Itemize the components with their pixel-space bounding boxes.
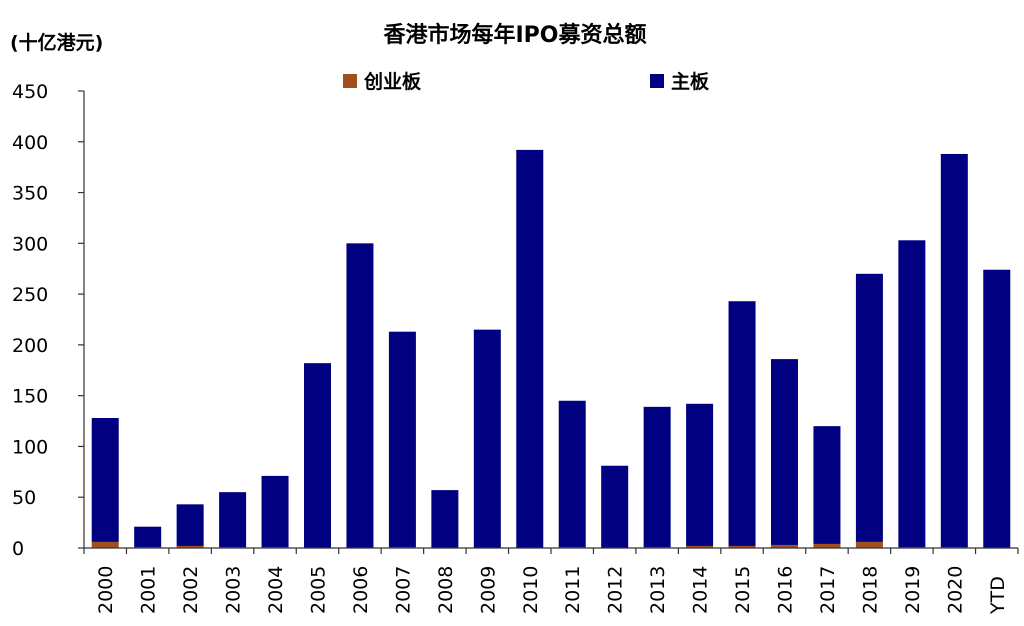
bar-main-board-2020 — [940, 153, 968, 547]
x-tick-label: 2018 — [859, 566, 881, 614]
bar-gem-2014 — [686, 545, 714, 548]
bar-main-board-2014 — [686, 403, 714, 546]
legend-swatch-main-board — [650, 74, 664, 88]
bar-main-board-2015 — [728, 301, 756, 546]
bar-main-board-2000 — [91, 418, 119, 542]
bar-main-board-2007 — [388, 331, 416, 547]
x-tick-label: 2020 — [944, 566, 966, 614]
bar-main-board-2004 — [261, 475, 289, 547]
bars — [91, 149, 1011, 549]
bar-main-board-2001 — [134, 526, 162, 547]
x-tick-label: 2010 — [520, 566, 542, 614]
x-tick-label: 2012 — [605, 566, 627, 614]
y-tick-label: 50 — [12, 487, 36, 509]
bar-main-board-2013 — [643, 406, 671, 547]
bar-main-board-2006 — [346, 243, 374, 549]
bar-gem-2000 — [91, 541, 119, 548]
bar-main-board-2019 — [898, 240, 926, 547]
x-tick-label: 2001 — [138, 566, 160, 614]
bar-main-board-2017 — [813, 426, 841, 544]
y-tick-label: 150 — [12, 386, 48, 408]
x-axis: 2000 2001 2002 2003 2004 2005 2006 2007 2008 2009… — [83, 547, 1019, 615]
bar-main-board-2011 — [558, 400, 586, 547]
bar-main-board-2009 — [473, 329, 501, 548]
bar-gem-2016 — [771, 544, 798, 548]
legend: 创业板 主板 — [343, 70, 710, 93]
y-tick-label: 400 — [12, 132, 48, 154]
y-tick-label: 350 — [12, 183, 48, 205]
bar-main-board-2016 — [771, 359, 798, 545]
x-tick-label: 2015 — [732, 566, 754, 614]
bar-main-board-2008 — [431, 490, 459, 548]
x-tick-label: 2002 — [180, 566, 202, 614]
bar-main-board-YTD — [983, 269, 1011, 548]
x-tick-label: YTD — [987, 576, 1009, 615]
legend-label-gem: 创业板 — [363, 70, 422, 93]
bar-gem-2002 — [176, 545, 204, 548]
x-tick-label: 2017 — [817, 566, 839, 614]
bar-gem-2017 — [813, 543, 841, 548]
bar-gem-2018 — [855, 541, 883, 548]
y-tick-label: 300 — [12, 233, 48, 255]
x-tick-label: 2004 — [265, 566, 287, 614]
legend-label-main-board: 主板 — [671, 70, 710, 93]
y-axis: 0 50 100 150 200 250 300 350 400 450 — [12, 81, 85, 560]
y-tick-label: 450 — [12, 81, 48, 103]
y-axis-unit-label: (十亿港元) — [10, 31, 103, 54]
x-tick-label: 2013 — [647, 566, 669, 614]
bar-main-board-2012 — [601, 465, 629, 548]
y-tick-label: 200 — [12, 335, 48, 357]
x-tick-label: 2007 — [392, 566, 414, 614]
x-tick-label: 2014 — [690, 566, 712, 614]
x-tick-label: 2016 — [775, 566, 797, 614]
y-tick-label: 0 — [12, 538, 24, 560]
x-tick-label: 2009 — [477, 566, 499, 614]
chart-title: 香港市场每年IPO募资总额 — [383, 22, 646, 48]
y-tick-label: 100 — [12, 436, 48, 458]
bar-main-board-2010 — [516, 149, 544, 548]
bar-gem-2015 — [728, 545, 756, 548]
bar-main-board-2003 — [219, 492, 247, 547]
x-tick-label: 2011 — [562, 566, 584, 614]
x-tick-label: 2006 — [350, 566, 372, 614]
y-tick-label: 250 — [12, 284, 48, 306]
x-tick-label: 2005 — [308, 566, 330, 614]
legend-swatch-gem — [343, 74, 357, 88]
bar-main-board-2005 — [304, 363, 331, 548]
x-tick-label: 2008 — [435, 566, 457, 614]
bar-main-board-2002 — [176, 504, 204, 546]
bar-main-board-2018 — [855, 273, 883, 542]
x-tick-label: 2000 — [95, 566, 117, 614]
x-tick-label: 2003 — [223, 566, 245, 614]
x-tick-label: 2019 — [902, 566, 924, 614]
